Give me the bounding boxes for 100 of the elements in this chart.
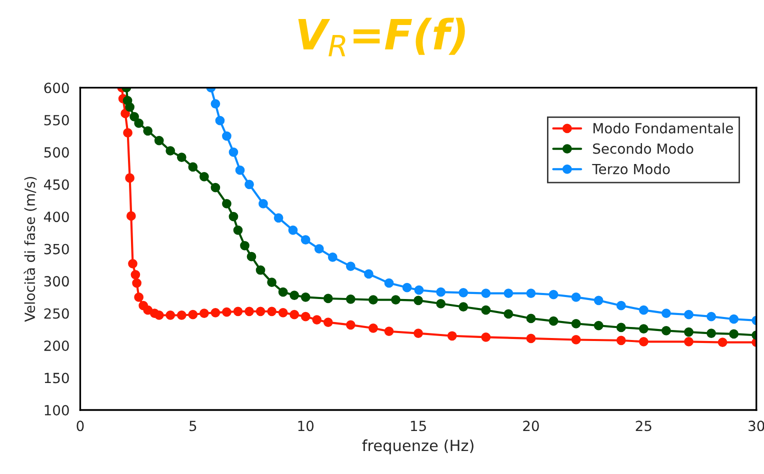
x-tick-label: 20 <box>523 420 539 432</box>
point <box>504 309 514 319</box>
point <box>481 305 491 315</box>
y-tick-label: 150 <box>44 372 69 384</box>
point <box>244 306 254 316</box>
point <box>288 225 298 235</box>
point <box>125 102 134 112</box>
point <box>256 265 266 275</box>
point <box>571 335 581 344</box>
point <box>638 305 648 315</box>
x-tick-label: 0 <box>76 420 84 432</box>
point <box>132 278 142 288</box>
point <box>526 314 536 324</box>
point <box>222 131 232 141</box>
point <box>290 290 300 300</box>
point <box>128 258 138 268</box>
point <box>436 298 446 308</box>
point <box>125 173 134 183</box>
point <box>233 225 243 235</box>
y-tick-label: 200 <box>44 340 69 352</box>
chart-title: V$_{R}$=F(f) <box>298 18 465 56</box>
point <box>166 310 176 320</box>
point <box>130 270 140 280</box>
point <box>391 295 400 304</box>
point <box>154 136 164 146</box>
point <box>323 318 333 328</box>
y-axis-title: Velocità di fase (m/s) <box>24 176 37 322</box>
point <box>504 288 514 298</box>
point <box>594 296 604 306</box>
point <box>436 287 446 297</box>
point <box>312 315 322 324</box>
point <box>368 323 378 333</box>
x-axis-title: frequenze (Hz) <box>362 439 474 454</box>
legend-label: Terzo Modo <box>592 164 670 174</box>
point <box>120 108 130 118</box>
point <box>384 278 394 288</box>
point <box>684 327 694 337</box>
point <box>706 312 716 322</box>
point <box>368 295 378 304</box>
legend-label: Secondo Modo <box>593 143 694 154</box>
point <box>228 212 238 222</box>
point <box>481 332 491 342</box>
point <box>684 336 694 346</box>
point <box>274 213 284 223</box>
point <box>300 292 310 302</box>
point <box>314 244 324 254</box>
point <box>134 118 144 128</box>
point <box>364 269 374 279</box>
point <box>638 336 648 346</box>
point <box>706 328 716 338</box>
point <box>662 326 671 336</box>
point <box>176 152 186 162</box>
point <box>228 147 238 157</box>
point <box>143 126 153 136</box>
point <box>267 306 276 316</box>
point <box>278 287 288 297</box>
y-tick-label: 600 <box>44 82 69 94</box>
point <box>176 310 186 320</box>
x-tick-label: 30 <box>748 420 764 432</box>
legend-label: Modo Fondamentale <box>594 122 733 134</box>
point <box>210 182 220 192</box>
point <box>548 290 558 300</box>
point <box>638 324 648 334</box>
point <box>300 312 310 322</box>
y-tick-label: 100 <box>44 404 69 416</box>
point <box>458 288 468 298</box>
point <box>684 310 694 320</box>
point <box>323 294 333 304</box>
point <box>244 180 254 190</box>
y-tick-label: 350 <box>44 244 69 254</box>
point <box>246 252 256 262</box>
point <box>328 252 338 262</box>
point <box>616 322 626 332</box>
point <box>123 128 132 138</box>
point <box>718 338 728 348</box>
point <box>300 235 310 245</box>
point <box>346 294 356 304</box>
point <box>233 306 243 316</box>
point <box>346 320 356 330</box>
y-tick-label: 300 <box>44 276 69 287</box>
point <box>571 318 581 328</box>
point <box>662 308 671 318</box>
x-tick-label: 25 <box>636 420 652 432</box>
point <box>729 314 739 324</box>
point <box>154 310 164 320</box>
point <box>346 262 356 271</box>
point <box>571 292 581 302</box>
point <box>267 278 276 288</box>
point <box>222 199 232 208</box>
point <box>130 112 139 122</box>
point <box>526 288 536 298</box>
point <box>126 211 136 221</box>
point <box>526 334 536 344</box>
y-tick-label: 450 <box>44 179 69 190</box>
point <box>240 240 250 250</box>
point <box>458 302 468 312</box>
point <box>616 336 626 346</box>
point <box>222 307 232 317</box>
y-tick-label: 400 <box>44 212 69 222</box>
point <box>414 285 424 295</box>
